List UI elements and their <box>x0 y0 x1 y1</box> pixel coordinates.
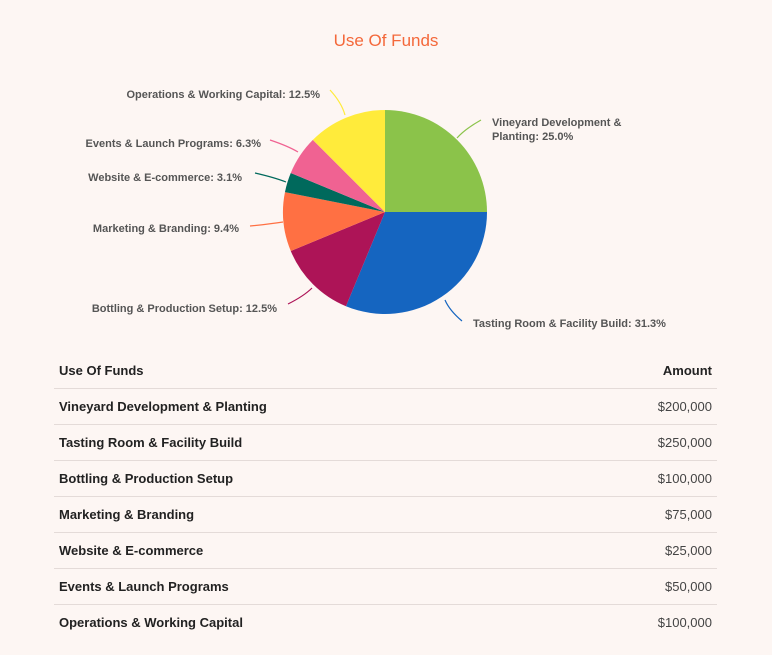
pie-slice <box>385 110 487 212</box>
slice-label: Events & Launch Programs: 6.3% <box>86 138 262 150</box>
row-amount: $50,000 <box>566 568 717 605</box>
leader-line <box>254 172 287 183</box>
leader-line <box>249 221 284 227</box>
table-row: Marketing & Branding $75,000 <box>54 496 717 533</box>
table-row: Operations & Working Capital $100,000 <box>54 605 717 641</box>
slice-label: Website & E-commerce: 3.1% <box>88 172 242 184</box>
slice-label: Vineyard Development & Planting: 25.0% <box>492 117 621 143</box>
leader-line <box>269 139 299 153</box>
row-category: Marketing & Branding <box>54 496 566 533</box>
table-row: Bottling & Production Setup $100,000 <box>54 460 717 497</box>
row-amount: $75,000 <box>566 496 717 533</box>
leader-line <box>287 287 313 305</box>
use-of-funds-table: Use Of Funds Amount Vineyard Development… <box>54 352 717 640</box>
leader-line <box>456 119 482 139</box>
table-header-row: Use Of Funds Amount <box>54 352 717 389</box>
slice-label: Tasting Room & Facility Build: 31.3% <box>473 318 666 330</box>
row-amount: $100,000 <box>566 460 717 497</box>
table-row: Website & E-commerce $25,000 <box>54 532 717 569</box>
header-use-of-funds: Use Of Funds <box>54 352 566 389</box>
chart-title: Use Of Funds <box>333 31 439 50</box>
pie-slice <box>290 212 385 307</box>
row-category: Tasting Room & Facility Build <box>54 424 566 461</box>
pie-slice <box>290 139 385 212</box>
row-amount: $200,000 <box>566 388 717 425</box>
row-amount: $250,000 <box>566 424 717 461</box>
row-category: Vineyard Development & Planting <box>54 388 566 425</box>
row-category: Bottling & Production Setup <box>54 460 566 497</box>
table-row: Tasting Room & Facility Build $250,000 <box>54 424 717 461</box>
slice-label: Bottling & Production Setup: 12.5% <box>92 303 277 315</box>
slice-label: Marketing & Branding: 9.4% <box>93 223 239 235</box>
pie-slice <box>345 212 488 314</box>
row-category: Website & E-commerce <box>54 532 566 569</box>
table-row: Vineyard Development & Planting $200,000 <box>54 388 717 425</box>
row-category: Operations & Working Capital <box>59 615 243 630</box>
row-amount: $25,000 <box>566 532 717 569</box>
pie-slice <box>284 172 385 212</box>
row-amount: $100,000 <box>657 615 712 630</box>
slice-label: Operations & Working Capital: 12.5% <box>126 89 320 101</box>
table-row: Events & Launch Programs $50,000 <box>54 568 717 605</box>
leader-line <box>329 89 346 116</box>
row-category: Events & Launch Programs <box>54 568 566 605</box>
pie-slice <box>283 192 385 252</box>
pie-slice <box>312 110 385 212</box>
header-amount: Amount <box>566 352 717 389</box>
leader-line <box>444 299 463 322</box>
pie-chart: Vineyard Development & Planting: 25.0% Tas… <box>86 89 667 330</box>
